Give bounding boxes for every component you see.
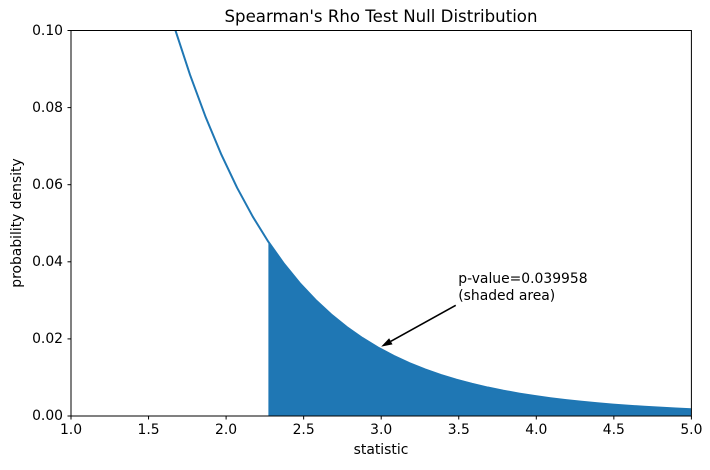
x-tick-label: 3.0 [370, 421, 393, 438]
p-value-annotation: p-value=0.039958 (shaded area) [458, 271, 587, 304]
shaded-area [268, 241, 692, 416]
x-tick-label: 1.0 [59, 421, 83, 438]
y-tick-label: 0.08 [32, 99, 63, 116]
annotation-arrow-shaft [390, 304, 457, 342]
x-tick-label: 2.5 [292, 421, 315, 438]
x-tick-label: 1.5 [137, 421, 160, 438]
y-tick-label: 0.04 [32, 253, 63, 270]
annotation-line-2: (shaded area) [458, 288, 556, 305]
x-tick-label: 4.5 [602, 421, 625, 438]
y-tick-label: 0.10 [32, 22, 63, 39]
annotation-line-1: p-value=0.039958 [458, 271, 588, 288]
x-tick-label: 5.0 [680, 421, 703, 438]
y-tick-label: 0.00 [32, 408, 63, 424]
x-axis-label: statistic [353, 442, 409, 458]
y-tick-label: 0.02 [32, 330, 63, 347]
y-axis-label: probability density [9, 158, 25, 288]
chart-title: Spearman's Rho Test Null Distribution [224, 7, 538, 26]
x-tick-label: 2.0 [215, 421, 238, 438]
density-curve [174, 30, 692, 411]
y-tick-label: 0.06 [32, 176, 63, 193]
annotation-arrow-head [381, 338, 393, 347]
x-tick-label: 4.0 [525, 421, 548, 438]
x-tick-label: 3.5 [447, 421, 470, 438]
